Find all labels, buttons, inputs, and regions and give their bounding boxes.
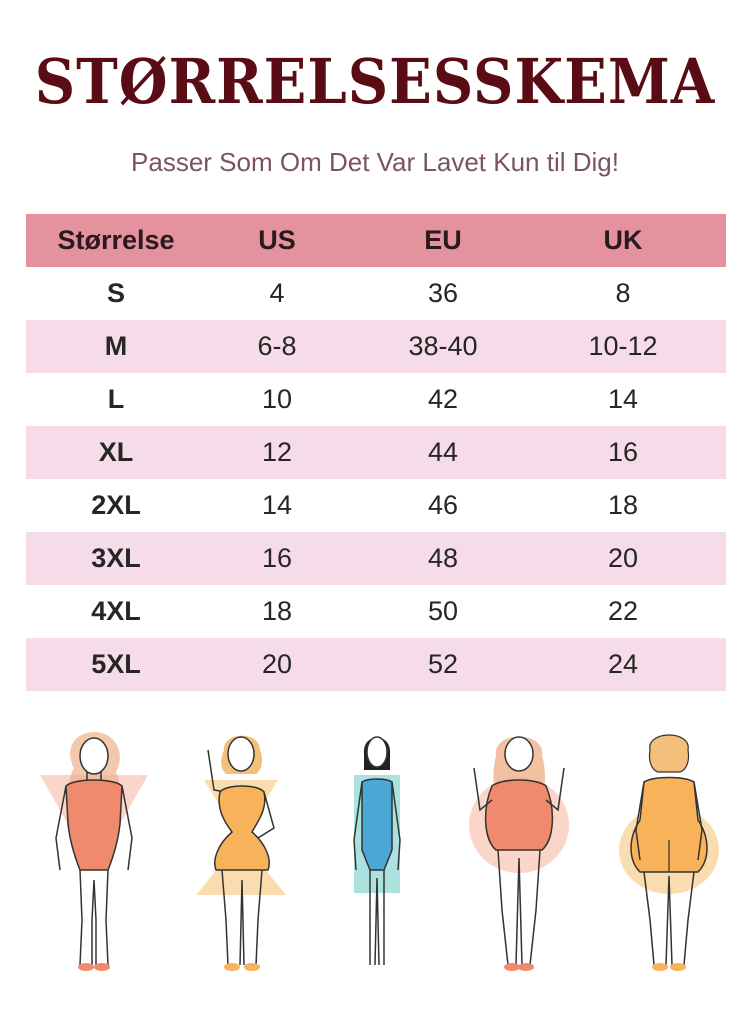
size-cell: 3XL	[91, 543, 141, 573]
eu-cell: 44	[427, 437, 459, 467]
header-uk: UK	[603, 225, 643, 255]
size-cell: XL	[98, 437, 134, 467]
size-chart-table: Størrelse US EU UK S 4 36 8 M 6-8 38-40 …	[26, 214, 726, 691]
table-row: XL 12 44 16	[26, 426, 726, 479]
header-size: Størrelse	[57, 225, 175, 255]
size-cell: M	[104, 331, 128, 361]
us-cell: 4	[269, 278, 285, 308]
eu-cell: 38-40	[408, 331, 478, 361]
us-cell: 20	[261, 649, 293, 679]
page-subtitle: Passer Som Om Det Var Lavet Kun til Dig!	[131, 147, 619, 177]
table-row: 3XL 16 48 20	[26, 532, 726, 585]
eu-cell: 46	[427, 490, 459, 520]
header-us: US	[258, 225, 296, 255]
uk-cell: 18	[607, 490, 639, 520]
eu-cell: 42	[427, 384, 459, 414]
uk-cell: 24	[607, 649, 639, 679]
uk-cell: 22	[607, 596, 639, 626]
size-cell: L	[107, 384, 125, 414]
size-cell: 5XL	[91, 649, 141, 679]
size-cell: S	[106, 278, 125, 308]
eu-cell: 52	[427, 649, 459, 679]
us-cell: 16	[261, 543, 293, 573]
table-row: M 6-8 38-40 10-12	[26, 320, 726, 373]
us-cell: 14	[261, 490, 293, 520]
page-title: STØRRELSESSKEMA	[34, 45, 716, 119]
size-cell: 4XL	[91, 596, 141, 626]
table-header-row: Størrelse US EU UK	[26, 214, 726, 267]
hourglass-body-figure-icon	[186, 720, 296, 975]
inverted-triangle-body-figure-icon	[34, 720, 154, 975]
rectangle-body-figure-icon	[342, 720, 412, 975]
header-eu: EU	[424, 225, 462, 255]
us-cell: 6-8	[257, 331, 297, 361]
table-row: 4XL 18 50 22	[26, 585, 726, 638]
uk-cell: 10-12	[588, 331, 658, 361]
uk-cell: 16	[607, 437, 639, 467]
eu-cell: 48	[427, 543, 459, 573]
table-row: L 10 42 14	[26, 373, 726, 426]
body-shape-illustrations	[0, 720, 750, 980]
size-cell: 2XL	[91, 490, 141, 520]
uk-cell: 20	[607, 543, 639, 573]
us-cell: 12	[261, 437, 293, 467]
table-row: 5XL 20 52 24	[26, 638, 726, 691]
table-row: 2XL 14 46 18	[26, 479, 726, 532]
eu-cell: 50	[427, 596, 459, 626]
apple-body-figure-icon	[462, 720, 577, 975]
pear-body-figure-icon	[614, 720, 724, 975]
eu-cell: 36	[427, 278, 459, 308]
uk-cell: 14	[607, 384, 639, 414]
us-cell: 10	[261, 384, 293, 414]
table-row: S 4 36 8	[26, 267, 726, 320]
us-cell: 18	[261, 596, 293, 626]
uk-cell: 8	[615, 278, 631, 308]
